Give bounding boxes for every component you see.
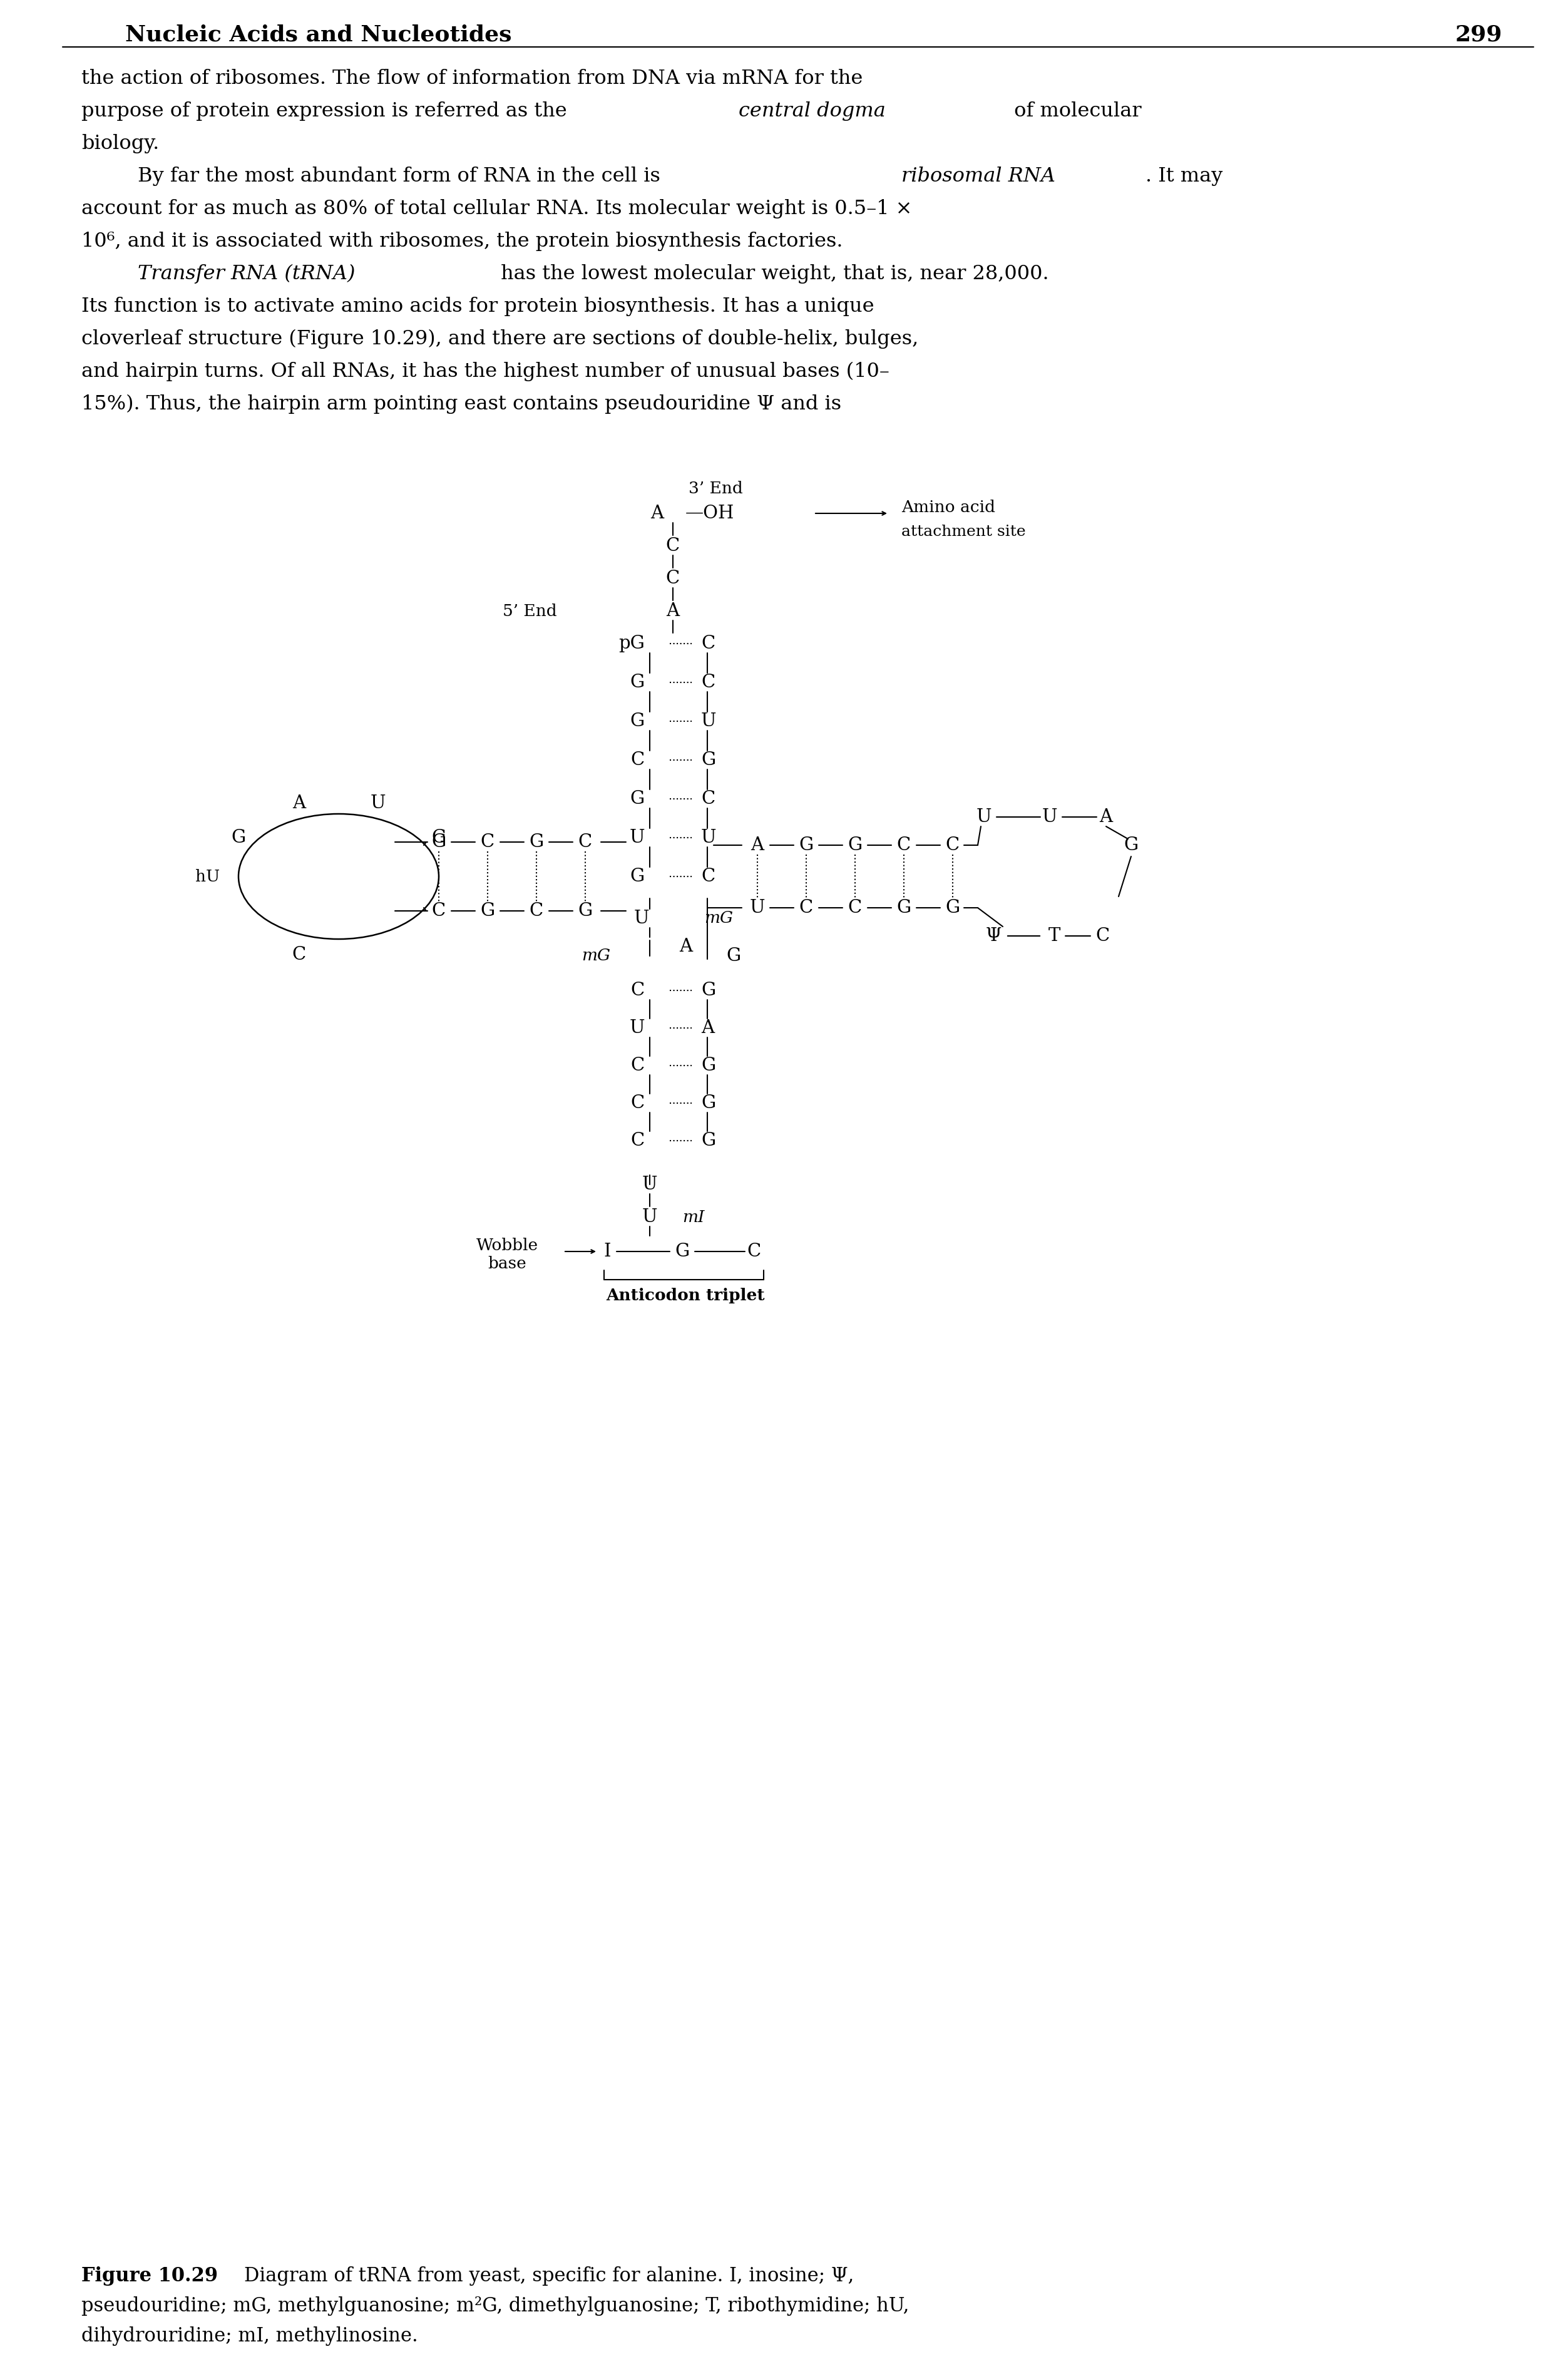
Text: mG: mG [704,911,734,925]
Text: C: C [630,1056,644,1075]
Text: Transfer RNA (tRNA): Transfer RNA (tRNA) [138,264,356,283]
Text: C: C [630,983,644,999]
Text: pG: pG [618,635,644,652]
Text: G: G [848,837,862,854]
Text: C: C [701,868,715,885]
Text: A: A [751,837,764,854]
Text: G: G [800,837,814,854]
Text: A: A [292,795,306,811]
Text: I: I [604,1242,612,1261]
Text: dihydrouridine; mI, methylinosine.: dihydrouridine; mI, methylinosine. [82,2327,419,2346]
Text: 5’ End: 5’ End [503,604,557,619]
Text: U: U [701,828,717,847]
Text: U: U [641,1209,657,1225]
Text: G: G [480,902,495,921]
Text: 10⁶, and it is associated with ribosomes, the protein biosynthesis factories.: 10⁶, and it is associated with ribosomes… [82,231,844,252]
Text: Amino acid: Amino acid [902,500,996,514]
Text: C: C [630,1132,644,1149]
Text: C: C [292,947,306,963]
Text: U: U [641,1175,657,1194]
Text: account for as much as 80% of total cellular RNA. Its molecular weight is 0.5–1 : account for as much as 80% of total cell… [82,200,913,219]
Text: C: C [630,752,644,768]
Text: hU: hU [196,868,220,885]
Text: C: C [701,790,715,806]
Text: G: G [630,868,644,885]
Text: G: G [946,899,960,916]
Text: By far the most abundant form of RNA in the cell is: By far the most abundant form of RNA in … [138,167,666,186]
Text: T: T [1047,928,1060,944]
Text: Diagram of tRNA from yeast, specific for alanine. I, inosine; Ψ,: Diagram of tRNA from yeast, specific for… [245,2267,855,2286]
Text: Figure 10.29: Figure 10.29 [82,2267,230,2286]
Text: biology.: biology. [82,133,158,152]
Text: A: A [651,504,663,521]
Text: C: C [1096,928,1110,944]
Text: C: C [748,1242,760,1261]
Text: G: G [674,1242,690,1261]
Text: A: A [679,937,693,956]
Text: central dogma: central dogma [739,102,886,121]
Text: G: G [431,833,445,852]
Text: A: A [666,602,679,621]
Text: U: U [633,909,649,928]
Text: U: U [977,809,991,826]
Text: U: U [370,795,386,811]
Text: G: G [528,833,544,852]
Text: C: C [848,899,862,916]
Text: G: G [701,1132,715,1149]
Text: 3’ End: 3’ End [688,481,743,497]
Text: Its function is to activate amino acids for protein biosynthesis. It has a uniqu: Its function is to activate amino acids … [82,297,875,316]
Text: Nucleic Acids and Nucleotides: Nucleic Acids and Nucleotides [125,24,511,45]
Text: G: G [701,1056,715,1075]
Text: G: G [726,947,740,966]
Text: G: G [630,673,644,692]
Text: —OH: —OH [685,504,734,521]
Text: C: C [431,902,445,921]
Text: Anticodon triplet: Anticodon triplet [607,1287,765,1304]
Text: 299: 299 [1455,24,1502,45]
Text: has the lowest molecular weight, that is, near 28,000.: has the lowest molecular weight, that is… [494,264,1049,283]
Text: the action of ribosomes. The flow of information from DNA via mRNA for the: the action of ribosomes. The flow of inf… [82,69,862,88]
Text: C: C [666,538,681,554]
Text: C: C [800,899,814,916]
Text: C: C [630,1094,644,1111]
Text: G: G [230,828,246,847]
Text: G: G [579,902,593,921]
Text: 15%). Thus, the hairpin arm pointing east contains pseudouridine Ψ and is: 15%). Thus, the hairpin arm pointing eas… [82,395,842,414]
Text: mI: mI [682,1209,704,1225]
Text: G: G [630,711,644,730]
Text: G: G [431,828,447,847]
Text: C: C [701,673,715,692]
Text: G: G [1124,837,1138,854]
Text: U: U [701,711,717,730]
Text: mG: mG [582,949,610,963]
Text: U: U [629,828,644,847]
Text: . It may: . It may [1146,167,1223,186]
Text: C: C [579,833,593,852]
Text: U: U [750,899,765,916]
Text: attachment site: attachment site [902,526,1025,540]
Text: Wobble
base: Wobble base [477,1237,538,1270]
Text: G: G [701,752,715,768]
Text: purpose of protein expression is referred as the: purpose of protein expression is referre… [82,102,574,121]
Text: C: C [530,902,544,921]
Text: G: G [701,1094,715,1111]
Text: G: G [701,983,715,999]
Text: pseudouridine; mG, methylguanosine; m²G, dimethylguanosine; T, ribothymidine; hU: pseudouridine; mG, methylguanosine; m²G,… [82,2296,909,2315]
Text: C: C [897,837,911,854]
Text: U: U [1043,809,1057,826]
Text: G: G [897,899,911,916]
Text: C: C [666,569,681,588]
Text: U: U [629,1018,644,1037]
Text: ribosomal RNA: ribosomal RNA [902,167,1055,186]
Text: C: C [701,635,715,652]
Text: A: A [701,1018,715,1037]
Text: of molecular: of molecular [1008,102,1142,121]
Text: C: C [946,837,960,854]
Text: Ψ: Ψ [985,928,1002,944]
Text: G: G [630,790,644,806]
Text: C: C [481,833,494,852]
Text: and hairpin turns. Of all RNAs, it has the highest number of unusual bases (10–: and hairpin turns. Of all RNAs, it has t… [82,362,889,381]
Text: A: A [1099,809,1113,826]
Text: cloverleaf structure (Figure 10.29), and there are sections of double-helix, bul: cloverleaf structure (Figure 10.29), and… [82,328,919,350]
